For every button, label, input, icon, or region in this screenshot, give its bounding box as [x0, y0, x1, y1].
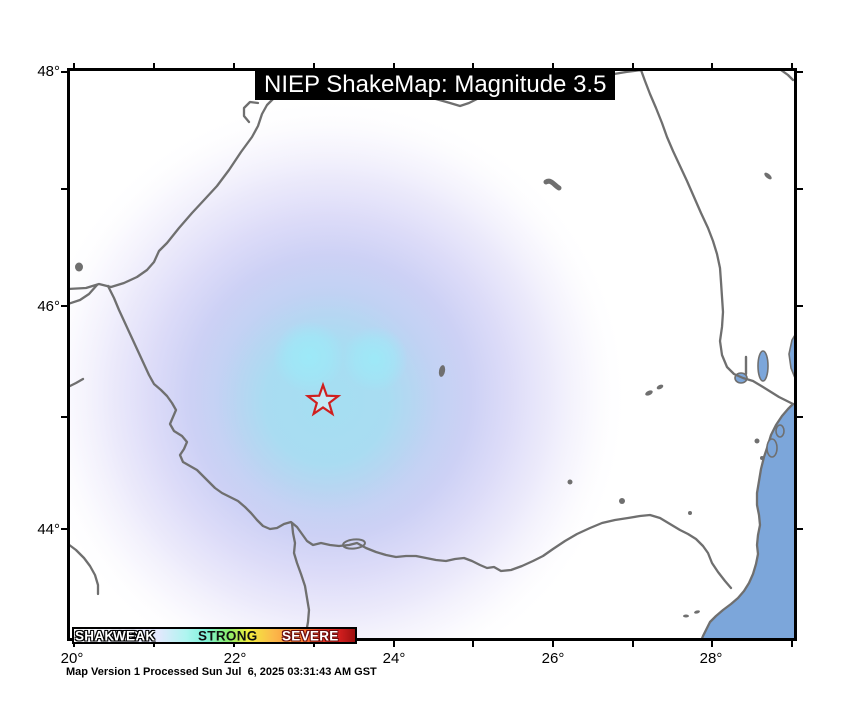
black-sea: [700, 335, 794, 638]
x-tick-label-26: 26°: [541, 650, 565, 667]
x-tick-label-20: 20°: [60, 650, 84, 667]
x-tick-label-28: 28°: [699, 650, 723, 667]
intensity-overlay: [70, 96, 630, 638]
y-tick-label-44: 44°: [37, 521, 60, 538]
intensity-colorbar: SHAKING WEAK STRONG SEVERE: [72, 627, 357, 644]
colorbar-label-severe: SEVERE: [282, 628, 339, 643]
x-tick-label-24: 24°: [382, 650, 406, 667]
map-version-footer: Map Version 1 Processed Sun Jul 6, 2025 …: [66, 666, 377, 678]
border-west-south: [106, 284, 733, 590]
colorbar-label-shaking: SHAKING: [75, 628, 140, 643]
colorbar-label-strong: STRONG: [198, 628, 258, 643]
map-title: NIEP ShakeMap: Magnitude 3.5: [255, 69, 616, 100]
colorbar-label-weak: WEAK: [113, 628, 156, 643]
y-tick-label-48: 48°: [37, 63, 60, 80]
y-tick-label-46: 46°: [37, 298, 60, 315]
border-south-branch: [290, 521, 311, 638]
danube-island: [342, 538, 366, 550]
lakes: [75, 172, 772, 618]
x-tick-label-22: 22°: [223, 650, 247, 667]
epicenter-star: [304, 381, 342, 417]
